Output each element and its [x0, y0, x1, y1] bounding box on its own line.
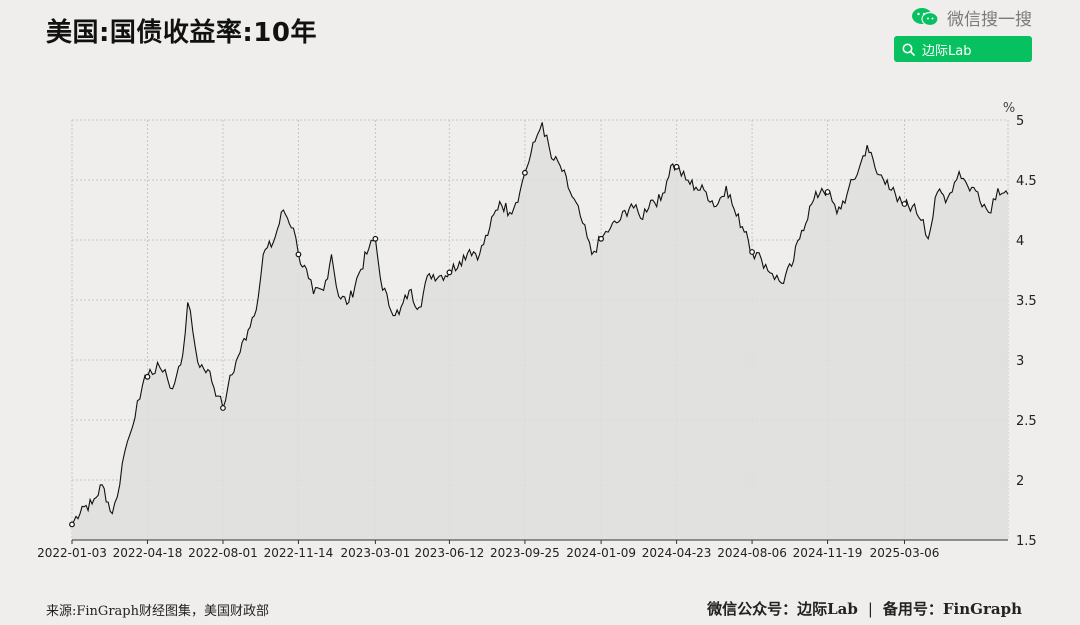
wechat-search-widget: 微信搜一搜 边际Lab [894, 6, 1032, 62]
y-tick-label: 4 [1016, 234, 1024, 249]
search-button[interactable]: 边际Lab [894, 36, 1032, 62]
data-point-marker [144, 373, 151, 380]
search-button-label: 边际Lab [922, 43, 972, 59]
marker-layer [69, 163, 908, 528]
y-tick-label: 5 [1016, 114, 1024, 129]
x-tick-label: 2022-01-03 [37, 546, 107, 560]
y-tick-label: 4.5 [1016, 174, 1037, 189]
footer-credits: 微信公众号：边际Lab | 备用号：FinGraph [707, 598, 1022, 619]
x-tick-label: 2024-04-23 [642, 546, 712, 560]
x-tick-label: 2024-08-06 [717, 546, 787, 560]
account-label: 微信公众号：边际Lab [707, 600, 858, 618]
data-point-marker [901, 201, 908, 207]
x-tick-label: 2024-01-09 [566, 546, 636, 560]
footer-separator: | [867, 600, 873, 618]
source-note: 来源:FinGraph财经图集，美国财政部 [46, 604, 269, 619]
data-point-marker [749, 249, 755, 255]
x-tick-label: 2022-08-01 [188, 546, 258, 560]
data-point-marker [673, 163, 680, 170]
data-point-marker [824, 189, 831, 195]
search-icon [902, 43, 915, 56]
y-tick-label: 3 [1016, 354, 1024, 369]
x-tick-label: 2022-11-14 [264, 546, 334, 560]
wechat-icon [912, 8, 939, 27]
x-tick-label: 2023-03-01 [340, 546, 410, 560]
area-fill [72, 122, 1008, 541]
data-point-marker [69, 521, 75, 528]
x-tick-label: 2024-11-19 [793, 546, 863, 560]
data-point-marker [598, 235, 605, 242]
x-tick-label: 2022-04-18 [113, 546, 183, 560]
backup-label: 备用号：FinGraph [882, 600, 1022, 618]
series-line-10y-yield [71, 122, 1009, 525]
y-unit-label: % [1003, 101, 1015, 116]
data-point-marker [372, 235, 379, 242]
data-point-marker [295, 251, 302, 258]
y-tick-label: 2 [1016, 474, 1024, 489]
axis-layer: 1.5 2 2.5 3 3.5 4 4.5 5 2022-01-03 2022-04-18 2022… [37, 101, 1037, 560]
y-tick-label: 2.5 [1016, 414, 1037, 429]
x-tick-label: 2025-03-06 [870, 546, 940, 560]
y-tick-label: 3.5 [1016, 294, 1037, 309]
data-point-marker [446, 269, 453, 276]
wechat-search-text: 微信搜一搜 [947, 9, 1032, 30]
wechat-search-header: 微信搜一搜 [894, 6, 1032, 30]
y-tick-label: 1.5 [1016, 534, 1037, 549]
x-tick-label: 2023-06-12 [415, 546, 485, 560]
data-point-marker [522, 169, 528, 176]
chart-title: 美国:国债收益率:10年 [46, 18, 317, 48]
x-tick-label: 2023-09-25 [490, 546, 560, 560]
data-point-marker [220, 405, 226, 411]
